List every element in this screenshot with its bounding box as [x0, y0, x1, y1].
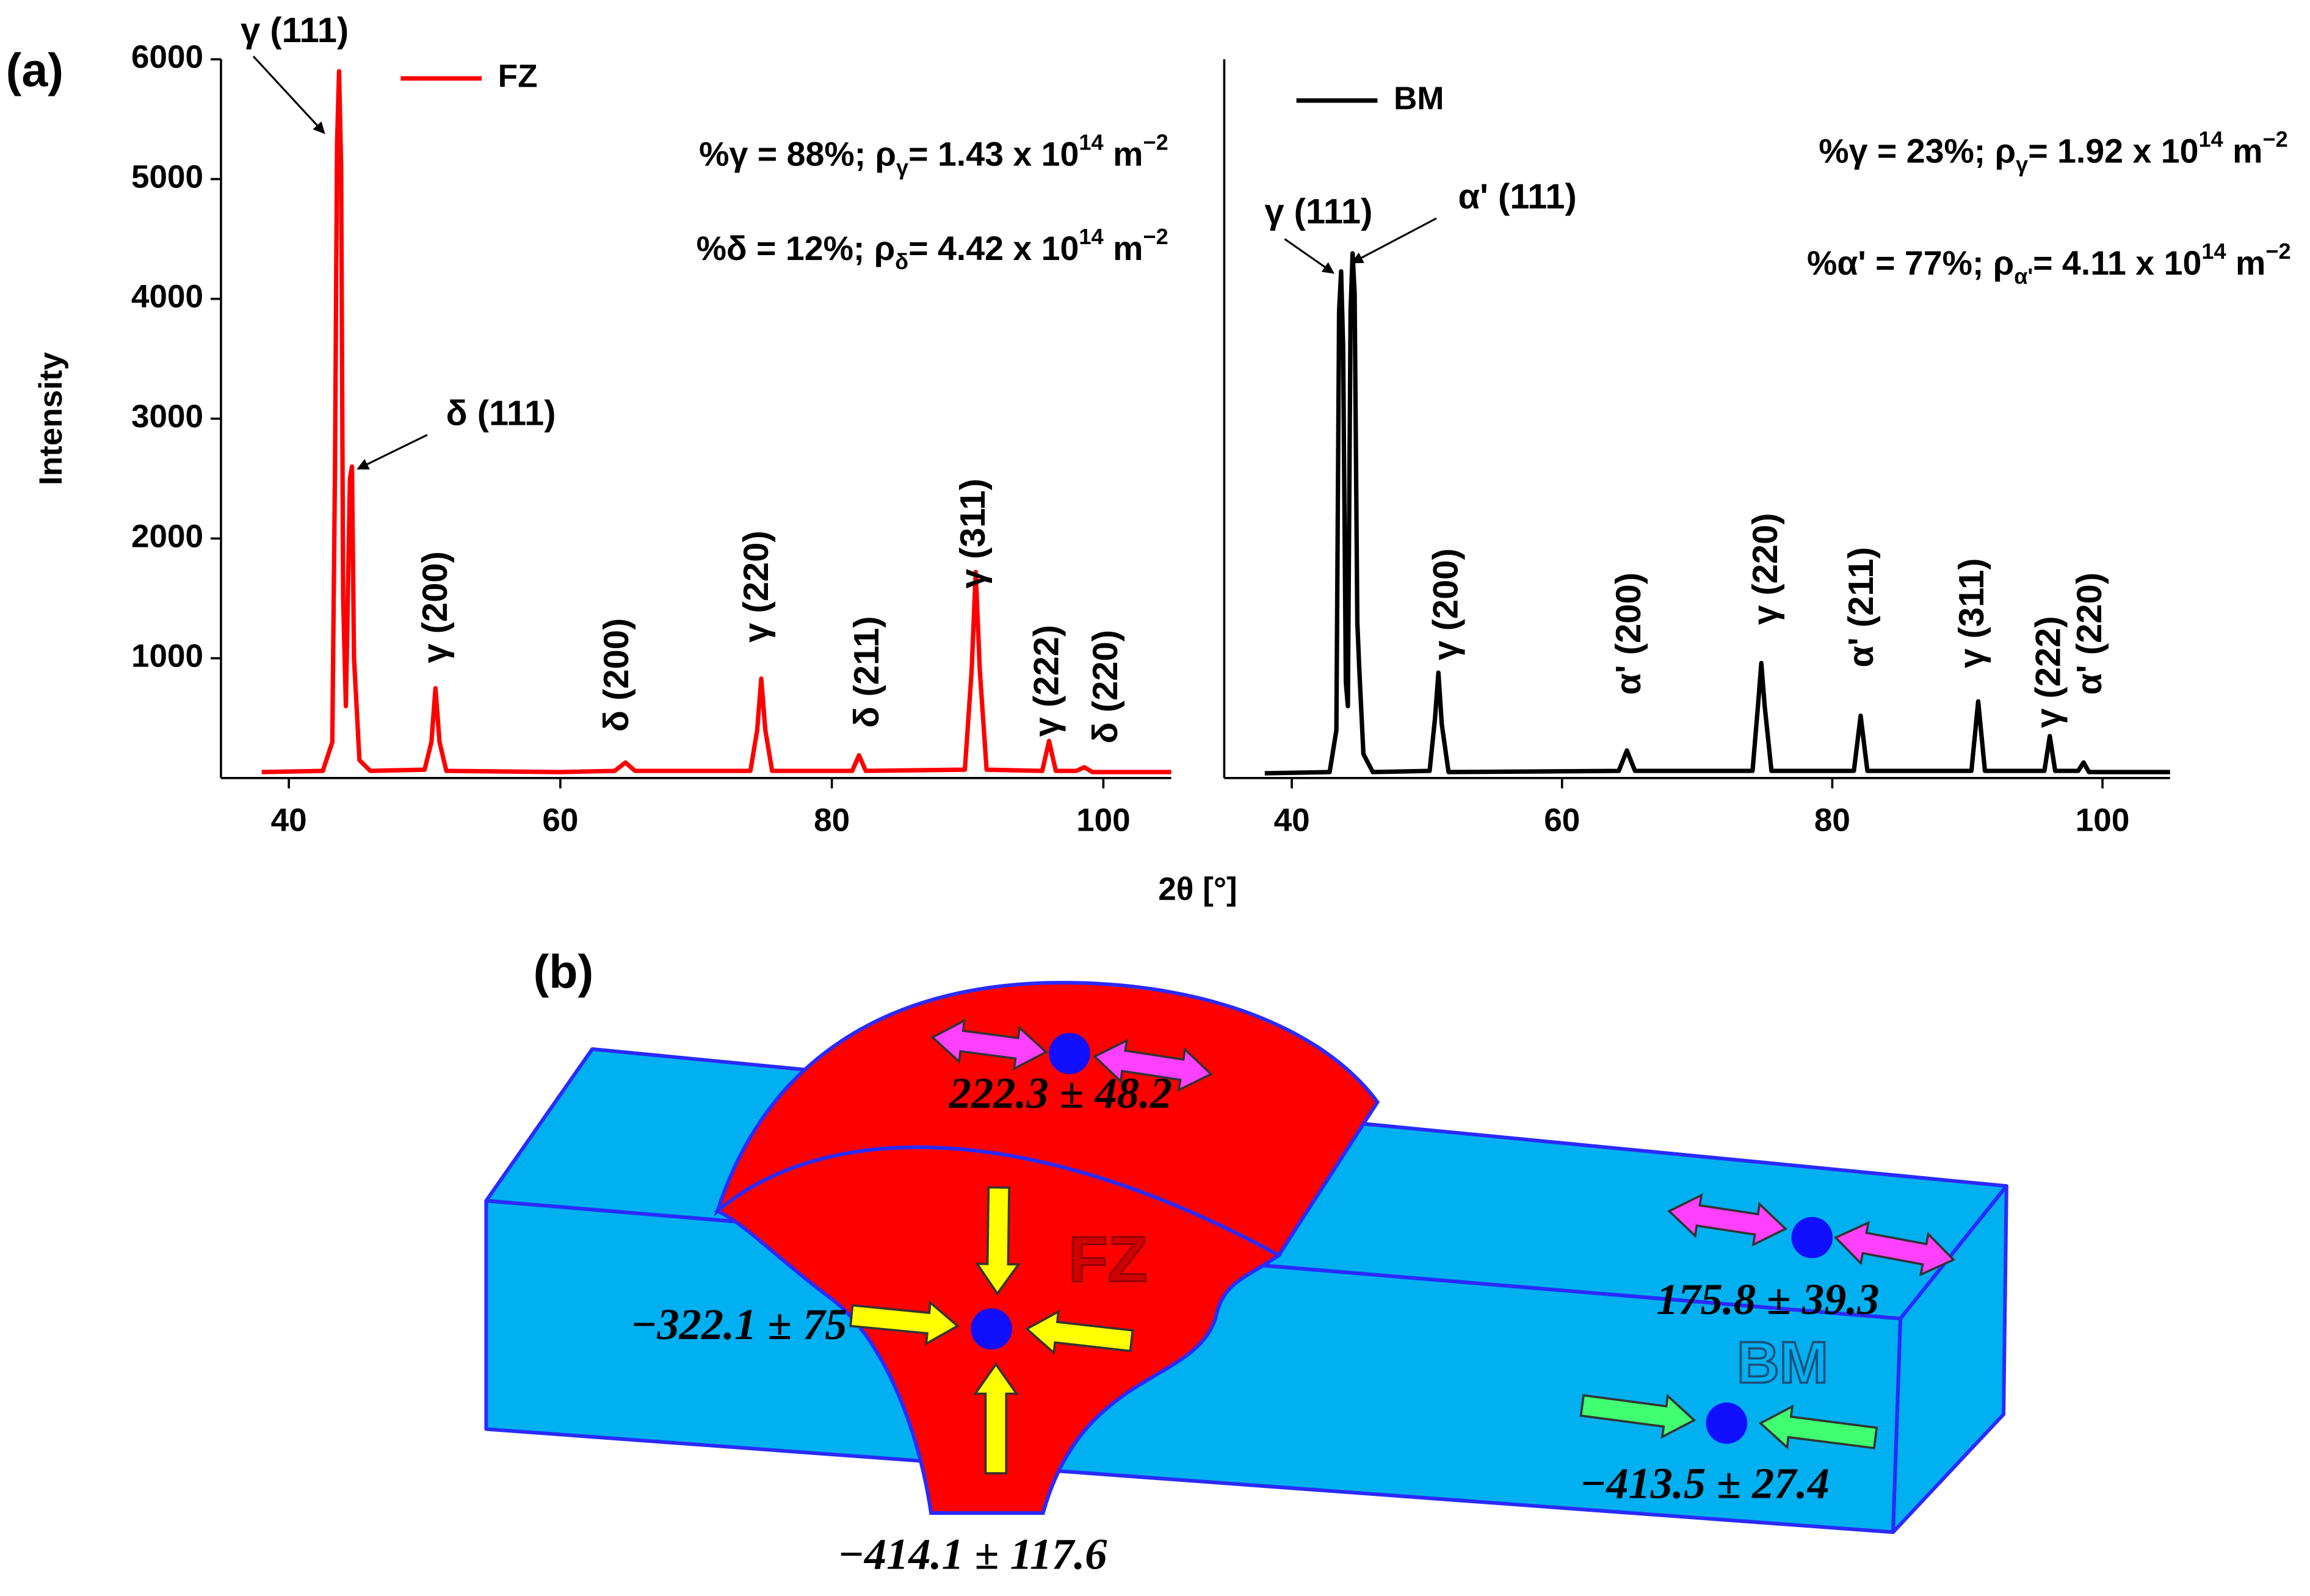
- peak-label: γ (222): [1027, 625, 1066, 737]
- side-face: [1891, 1184, 2008, 1534]
- x-tick-label: 60: [1544, 802, 1580, 838]
- stress-label: −414.1 ± 117.6: [838, 1529, 1107, 1578]
- stress-arrow: [849, 1300, 960, 1346]
- peak-label: α' (200): [1609, 572, 1648, 695]
- phase-info-part: %γ = 23%; ρ: [1819, 132, 2016, 170]
- peak-label: α' (111): [1458, 178, 1577, 217]
- peak-label: γ (111): [1264, 192, 1372, 231]
- peak-label: δ (111): [446, 394, 556, 433]
- stress-arrow: [975, 1186, 1021, 1296]
- phase-info-part: %δ = 12%; ρ: [697, 229, 896, 267]
- legend-label: BM: [1394, 81, 1444, 117]
- y-tick-label: 2000: [131, 518, 203, 554]
- phase-info: %γ = 88%; ργ= 1.43 x 1014 m−2: [699, 129, 1168, 179]
- stress-arrow: [1579, 1393, 1696, 1439]
- data-line: [1264, 251, 2170, 776]
- stress-arrow: [973, 1362, 1019, 1475]
- phase-info: %α' = 77%; ρα'= 4.11 x 1014 m−2: [1807, 239, 2291, 289]
- x-tick-label: 40: [271, 802, 307, 838]
- phase-info-part: α': [2014, 264, 2033, 289]
- peak-label: γ (220): [1746, 513, 1785, 624]
- phase-info-part: −2: [1143, 224, 1168, 249]
- phase-info-part: −2: [2263, 127, 2288, 152]
- y-tick-label: 6000: [131, 39, 203, 75]
- phase-info-part: 14: [2198, 127, 2223, 152]
- x-tick-label: 80: [814, 802, 850, 838]
- peak-label: γ (311): [1952, 558, 1991, 668]
- phase-info-part: m: [2226, 244, 2266, 282]
- phase-info-part: %γ = 88%; ρ: [699, 135, 896, 173]
- x-tick-label: 60: [542, 802, 578, 838]
- stress-arrow: [930, 1019, 1048, 1071]
- stress-label: −413.5 ± 27.4: [1580, 1459, 1830, 1508]
- stress-label: 175.8 ± 39.3: [1656, 1274, 1879, 1324]
- peak-label: γ (311): [954, 478, 993, 588]
- phase-info-part: 14: [2201, 239, 2226, 264]
- x-axis-label: 2θ [°]: [1158, 872, 1237, 908]
- peak-label: α' (211): [1842, 547, 1881, 667]
- peak-pointer: [1351, 217, 1437, 264]
- panel-label: (b): [534, 946, 594, 998]
- peak-pointer: [252, 56, 325, 134]
- phase-info-part: −2: [2265, 239, 2290, 264]
- stress-arrow: [1092, 1038, 1213, 1092]
- peak-label: δ (200): [597, 618, 636, 732]
- phase-info-part: = 1.43 x 10: [908, 135, 1079, 173]
- point: [1791, 1216, 1833, 1258]
- data-line: [261, 69, 1171, 775]
- y-tick-label: 3000: [131, 399, 203, 435]
- point: [971, 1308, 1012, 1350]
- peak-label: γ (111): [241, 11, 349, 50]
- phase-info: %δ = 12%; ρδ= 4.42 x 1014 m−2: [697, 224, 1168, 274]
- peak-label: α' (220): [2070, 572, 2109, 695]
- stress-arrow: [1833, 1221, 1956, 1277]
- stress-arrow: [1758, 1404, 1878, 1450]
- peak-label: δ (220): [1086, 630, 1125, 743]
- peak-label: δ (211): [847, 616, 886, 728]
- peak-label: γ (220): [737, 530, 776, 642]
- zone-label: BM: [1737, 1331, 1828, 1396]
- point: [1706, 1403, 1748, 1444]
- phase-info-part: 14: [1079, 129, 1103, 154]
- phase-info-part: m: [1104, 229, 1143, 267]
- phase-info-part: γ: [2016, 152, 2028, 177]
- arrows: [849, 1019, 1956, 1475]
- x-tick-label: 100: [1076, 802, 1131, 838]
- phase-info-part: γ: [896, 154, 908, 179]
- y-axis-label: Intensity: [33, 352, 69, 485]
- phase-info-part: = 4.11 x 10: [2033, 244, 2201, 282]
- x-tick-label: 80: [1814, 802, 1850, 838]
- stress-label: 222.3 ± 48.2: [949, 1068, 1172, 1118]
- peak-label: γ (200): [416, 551, 455, 663]
- phase-info-part: %α' = 77%; ρ: [1807, 244, 2014, 282]
- stress-label: −322.1 ± 75: [631, 1299, 847, 1349]
- y-tick-label: 1000: [131, 638, 203, 674]
- phase-info-part: δ: [895, 249, 908, 274]
- phase-info-part: m: [2223, 132, 2263, 170]
- x-tick-label: 40: [1274, 802, 1310, 838]
- stress-arrow: [1667, 1193, 1788, 1247]
- point: [1049, 1033, 1090, 1074]
- phase-info: %γ = 23%; ργ= 1.92 x 1014 m−2: [1819, 127, 2288, 177]
- panel-label: (a): [6, 45, 63, 97]
- zone-label: FZ: [1068, 1222, 1148, 1295]
- peak-label: γ (222): [2029, 616, 2068, 728]
- peak-label: γ (200): [1427, 548, 1466, 660]
- phase-info-part: −2: [1143, 129, 1168, 154]
- peak-pointer: [357, 434, 428, 470]
- legend-label: FZ: [498, 59, 538, 95]
- y-tick-label: 5000: [131, 159, 203, 195]
- peak-pointer: [1284, 238, 1334, 274]
- phase-info-part: = 1.92 x 10: [2028, 132, 2198, 170]
- phase-info-part: 14: [1079, 224, 1103, 249]
- x-tick-label: 100: [2076, 802, 2130, 838]
- stress-arrow: [1024, 1309, 1134, 1356]
- phase-info-part: m: [1104, 135, 1143, 173]
- points: [971, 1033, 1833, 1444]
- phase-info-part: = 4.42 x 10: [908, 229, 1079, 267]
- y-tick-label: 4000: [131, 279, 203, 315]
